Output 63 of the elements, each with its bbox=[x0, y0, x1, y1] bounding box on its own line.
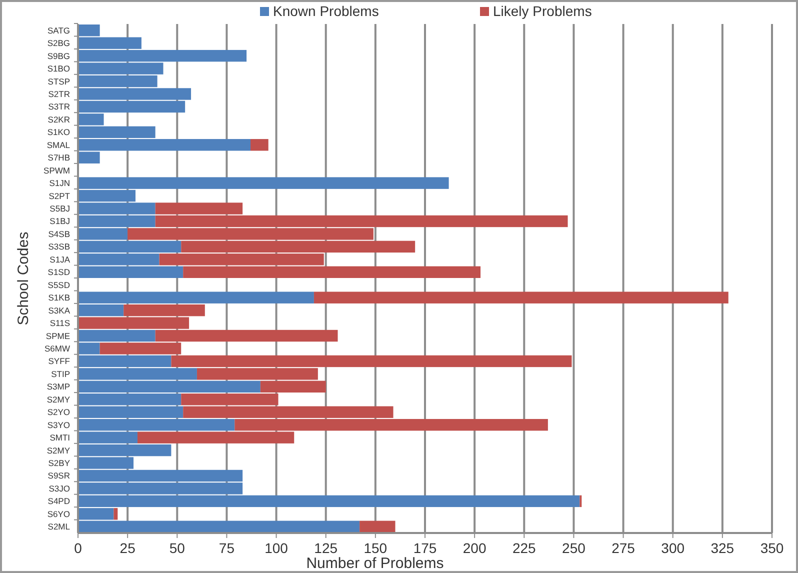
y-tick-label: S3TR bbox=[48, 102, 70, 112]
bar bbox=[250, 139, 268, 151]
y-tick-label: SPWM bbox=[44, 165, 70, 176]
y-tick-label: S5SD bbox=[48, 280, 70, 290]
bar bbox=[114, 508, 118, 520]
y-tick-label: S4PD bbox=[48, 496, 70, 506]
y-tick-label: S3JO bbox=[48, 483, 70, 494]
y-tick-label: S11S bbox=[50, 318, 70, 328]
x-tick-label: 300 bbox=[661, 540, 685, 556]
x-tick-label: 250 bbox=[562, 540, 586, 556]
y-tick-label: S5BJ bbox=[50, 204, 70, 214]
y-axis-title: School Codes bbox=[15, 232, 32, 326]
y-tick-label: S2PT bbox=[48, 190, 70, 201]
y-tick-label: S9BG bbox=[47, 50, 70, 61]
y-tick-label: S7HB bbox=[48, 152, 70, 163]
y-tick-label: S1KO bbox=[47, 127, 70, 138]
y-tick-label: S4SB bbox=[48, 228, 70, 239]
x-tick-label: 350 bbox=[760, 540, 784, 556]
x-tick-label: 175 bbox=[413, 540, 437, 556]
y-tick-label: S2MY bbox=[46, 445, 70, 456]
x-axis-title: Number of Problems bbox=[306, 555, 444, 572]
y-tick-label: S1KB bbox=[48, 292, 70, 303]
y-tick-label: S2YO bbox=[47, 407, 70, 418]
y-tick-label: S2BG bbox=[47, 38, 70, 48]
x-tick-label: 275 bbox=[612, 540, 636, 556]
y-tick-label: SMAL bbox=[46, 140, 70, 150]
y-tick-label: SATG bbox=[47, 25, 70, 36]
y-tick-label: SYFF bbox=[48, 356, 70, 366]
y-tick-label: S2MY bbox=[46, 394, 70, 404]
y-tick-label: STSP bbox=[48, 76, 70, 86]
y-tick-label: S2BY bbox=[48, 458, 70, 468]
x-tick-label: 125 bbox=[314, 540, 338, 556]
x-tick-label: 225 bbox=[512, 540, 536, 556]
y-tick-label: S2ML bbox=[48, 522, 70, 532]
y-tick-label: S6YO bbox=[47, 508, 70, 519]
y-tick-label: SMTI bbox=[50, 432, 70, 443]
y-tick-label: S3MP bbox=[46, 382, 70, 392]
bar bbox=[314, 292, 728, 304]
x-tick-label: 325 bbox=[710, 540, 734, 556]
y-tick-label: S3YO bbox=[47, 420, 70, 430]
y-tick-label: S2TR bbox=[48, 88, 70, 99]
y-tick-label: STIP bbox=[51, 368, 70, 379]
x-tick-label: 150 bbox=[364, 540, 388, 556]
x-tick-label: 100 bbox=[264, 540, 288, 556]
y-tick-label: SPME bbox=[46, 330, 70, 341]
y-tick-label: S1BJ bbox=[50, 216, 70, 226]
y-tick-label: S1BO bbox=[47, 64, 70, 74]
x-tick-label: 25 bbox=[120, 540, 136, 556]
x-tick-label: 75 bbox=[218, 540, 235, 556]
y-tick-label: S1JA bbox=[50, 254, 70, 264]
y-tick-label: S1SD bbox=[48, 267, 70, 278]
x-tick-label: 200 bbox=[462, 540, 486, 556]
y-tick-label: S3SB bbox=[48, 242, 70, 252]
y-tick-label: S2KR bbox=[48, 114, 70, 124]
y-tick-label: S3KA bbox=[48, 305, 70, 316]
y-tick-label: S9SR bbox=[48, 470, 70, 481]
y-tick-label: S1JN bbox=[49, 178, 70, 188]
legend-label: Likely Problems bbox=[493, 3, 592, 19]
y-tick-label: S6MW bbox=[44, 343, 70, 354]
x-tick-label: 0 bbox=[74, 540, 82, 556]
bar bbox=[360, 520, 396, 532]
x-tick-label: 50 bbox=[169, 540, 186, 556]
legend-label: Known Problems bbox=[273, 3, 379, 19]
